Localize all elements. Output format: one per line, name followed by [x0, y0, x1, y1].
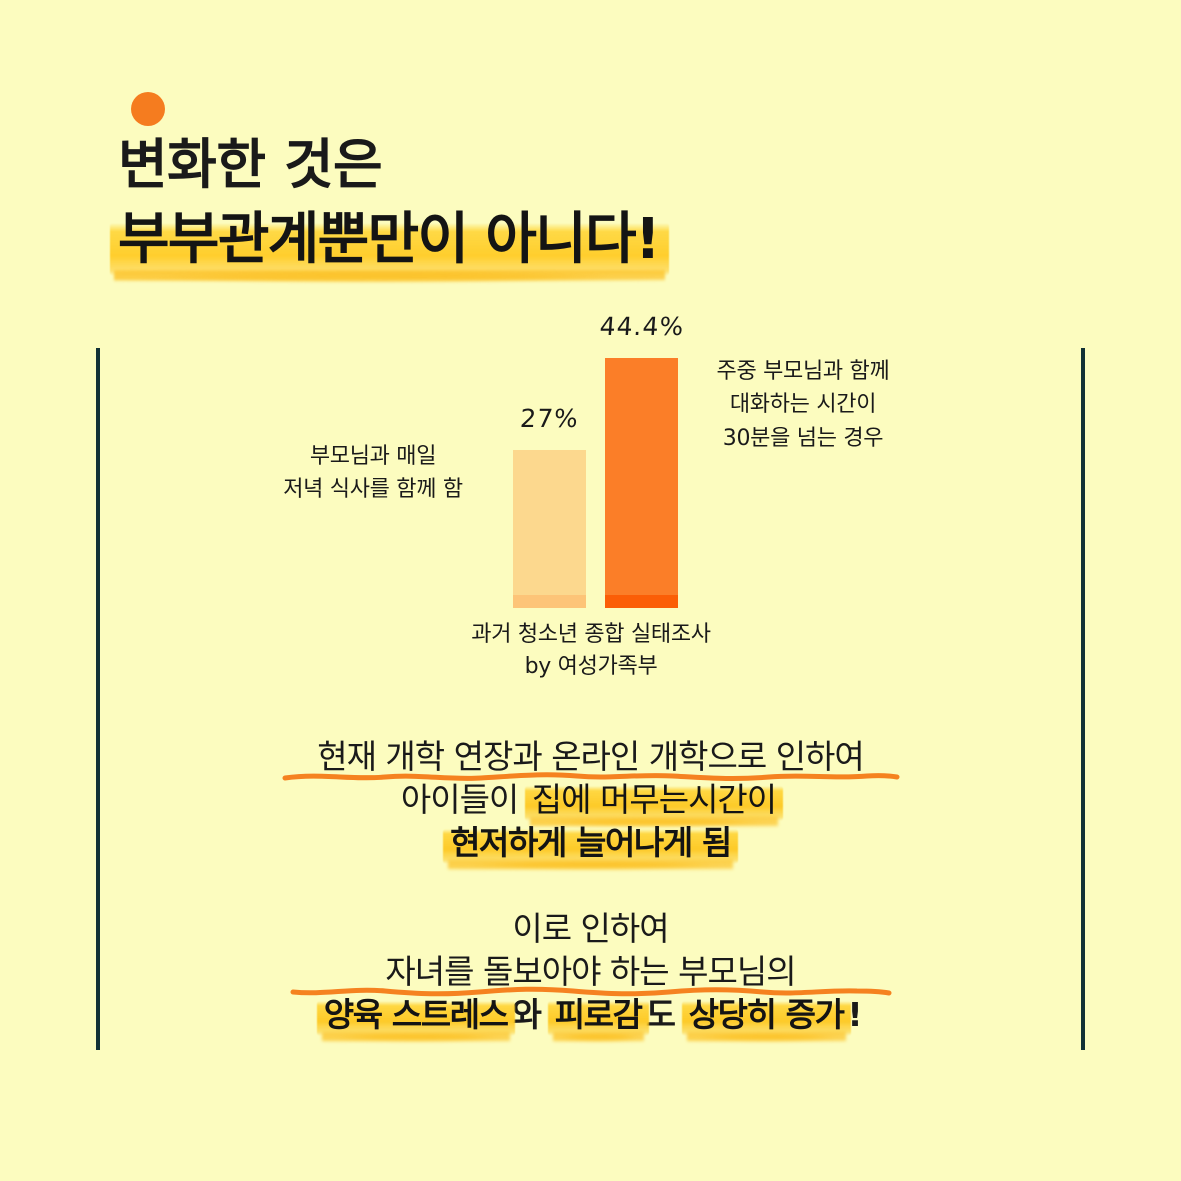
paragraph-2-line-2: 자녀를 돌보아야 하는 부모님의 [96, 951, 1085, 997]
paragraph-1: 현재 개학 연장과 온라인 개학으로 인하여 아이들이 집에 머무는시간이 현저… [96, 736, 1085, 865]
bar-chart: 부모님과 매일 저녁 식사를 함께 함 주중 부모님과 함께 대화하는 시간이 … [0, 300, 1181, 690]
bar-value-label-1: 27% [519, 404, 580, 433]
bar-1-fill [513, 450, 586, 608]
chart-right-annotation-line-3: 30분을 넘는 경우 [722, 425, 884, 451]
paragraph-1-line-2: 아이들이 집에 머무는시간이 [96, 779, 1085, 822]
bar-2-fill [605, 358, 678, 608]
left-rail-divider [96, 348, 100, 1050]
paragraph-2-line-3-plain-3: ! [847, 994, 863, 1034]
paragraph-2-line-1: 이로 인하여 [96, 908, 1085, 951]
bar-2-foot [605, 595, 678, 608]
headline-line-2: 부부관계뿐만이 아니다! [118, 206, 661, 272]
bar-1-foot [513, 595, 586, 608]
orange-dot-icon [131, 92, 165, 126]
bar-1 [513, 450, 586, 608]
paragraph-2-line-3-mark-3: 상당히 증가 [685, 994, 848, 1037]
paragraph-1-line-1-text: 현재 개학 연장과 온라인 개학으로 인하여 [317, 737, 865, 776]
paragraph-1-line-3: 현저하게 늘어나게 됨 [96, 822, 1085, 865]
chart-source-caption: 과거 청소년 종합 실태조사 by 여성가족부 [341, 619, 841, 683]
paragraph-2-line-3-mark-2: 피로감 [551, 994, 646, 1037]
paragraph-1-line-2-mark: 집에 머무는시간이 [528, 779, 780, 822]
chart-right-annotation: 주중 부모님과 함께 대화하는 시간이 30분을 넘는 경우 [684, 355, 922, 455]
paragraph-2-line-3: 양육 스트레스 와 피로감 도 상당히 증가! [96, 994, 1085, 1037]
headline-line-1: 변화한 것은 [118, 133, 383, 196]
chart-right-annotation-line-1: 주중 부모님과 함께 [716, 359, 890, 384]
paragraph-1-line-1: 현재 개학 연장과 온라인 개학으로 인하여 [96, 736, 1085, 781]
headline-block: 변화한 것은 부부관계뿐만이 아니다! [110, 133, 978, 277]
chart-left-annotation-line-1: 부모님과 매일 [309, 444, 437, 469]
chart-right-annotation-line-2: 대화하는 시간이 [729, 392, 877, 418]
bar-value-label-2: 44.4% [598, 312, 686, 341]
chart-left-annotation: 부모님과 매일 저녁 식사를 함께 함 [252, 440, 494, 507]
chart-source-line-2: by 여성가족부 [524, 653, 658, 679]
headline-line-2-wrapper: 부부관계뿐만이 아니다! [110, 206, 670, 277]
paragraph-1-line-3-mark: 현저하게 늘어나게 됨 [446, 822, 735, 865]
chart-left-annotation-line-2: 저녁 식사를 함께 함 [283, 477, 463, 503]
right-rail-divider [1081, 348, 1085, 1050]
paragraph-2-line-3-plain-1: 와 [511, 994, 551, 1034]
chart-source-line-1: 과거 청소년 종합 실태조사 [471, 622, 711, 647]
headline-highlight-marker [110, 222, 670, 277]
paragraph-2: 이로 인하여 자녀를 돌보아야 하는 부모님의 양육 스트레스 와 피로감 도 상당… [96, 908, 1085, 1037]
paragraph-2-line-3-plain-2: 도 [645, 994, 685, 1034]
paragraph-1-line-2-plain: 아이들이 [400, 779, 528, 819]
paragraph-2-line-2-text: 자녀를 돌보아야 하는 부모님의 [385, 951, 796, 991]
paragraph-2-line-3-mark-1: 양육 스트레스 [320, 994, 512, 1037]
paragraph-2-line-1-text: 이로 인하여 [512, 909, 669, 948]
bar-2 [605, 358, 678, 608]
